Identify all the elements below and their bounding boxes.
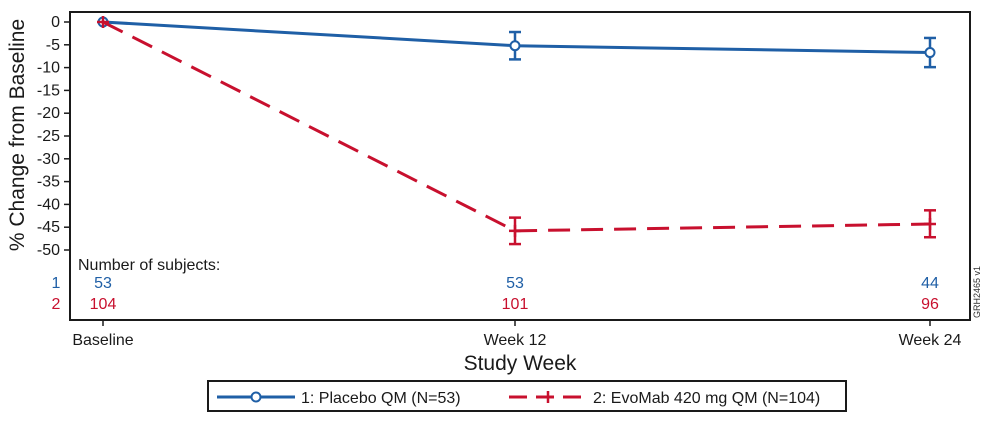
y-tick-label: -25 <box>37 128 60 145</box>
subjects-label: Number of subjects: <box>78 257 220 274</box>
y-tick-label: -40 <box>37 196 60 213</box>
y-tick-label: -35 <box>37 174 60 191</box>
legend-item-1: 1: Placebo QM (N=53) <box>217 390 461 407</box>
subject-count: 96 <box>921 296 939 313</box>
count-row-id: 2 <box>52 296 61 313</box>
y-axis-label: % Change from Baseline <box>6 19 29 251</box>
data-point <box>509 40 521 52</box>
data-point <box>924 47 936 59</box>
figure-code: GRH2465 v1 <box>972 266 982 318</box>
x-axis-label: Study Week <box>464 352 577 375</box>
y-tick-label: -45 <box>37 219 60 236</box>
y-tick-label: -20 <box>37 105 60 122</box>
subject-count: 44 <box>921 275 939 292</box>
x-tick-label: Week 12 <box>484 332 547 349</box>
y-tick-label: 0 <box>51 14 60 31</box>
count-row-id: 1 <box>52 275 61 292</box>
series-layer <box>97 16 936 246</box>
y-tick-label: -50 <box>37 242 60 259</box>
legend-marker <box>250 391 262 403</box>
subject-count: 104 <box>90 296 117 313</box>
legend-svg: 1: Placebo QM (N=53) 2: EvoMab 420 mg QM … <box>217 390 820 407</box>
subject-count: 53 <box>94 275 112 292</box>
legend-label: 1: Placebo QM (N=53) <box>301 390 461 407</box>
subject-count: 53 <box>506 275 524 292</box>
y-axis-ticks: 0 -5 -10 -15 -20 -25 -30 -35 -40 -45 -50 <box>37 14 70 259</box>
y-tick-label: -5 <box>46 37 60 54</box>
y-tick-label: -10 <box>37 60 60 77</box>
x-tick-label: Week 24 <box>899 332 962 349</box>
legend-label: 2: EvoMab 420 mg QM (N=104) <box>593 390 820 407</box>
series-2 <box>97 16 936 246</box>
subject-counts: 1 53 53 44 2 104 101 96 <box>52 275 939 313</box>
legend-item-2: 2: EvoMab 420 mg QM (N=104) <box>509 390 820 407</box>
legend: 1: Placebo QM (N=53) 2: EvoMab 420 mg QM … <box>207 380 847 412</box>
series-line <box>102 20 931 233</box>
plot-frame <box>69 11 971 321</box>
y-tick-label: -30 <box>37 151 60 168</box>
series-1 <box>97 16 936 69</box>
x-tick-label: Baseline <box>72 332 133 349</box>
y-tick-label: -15 <box>37 82 60 99</box>
subject-count: 101 <box>502 296 529 313</box>
x-axis-ticks: Baseline Week 12 Week 24 <box>72 320 962 349</box>
